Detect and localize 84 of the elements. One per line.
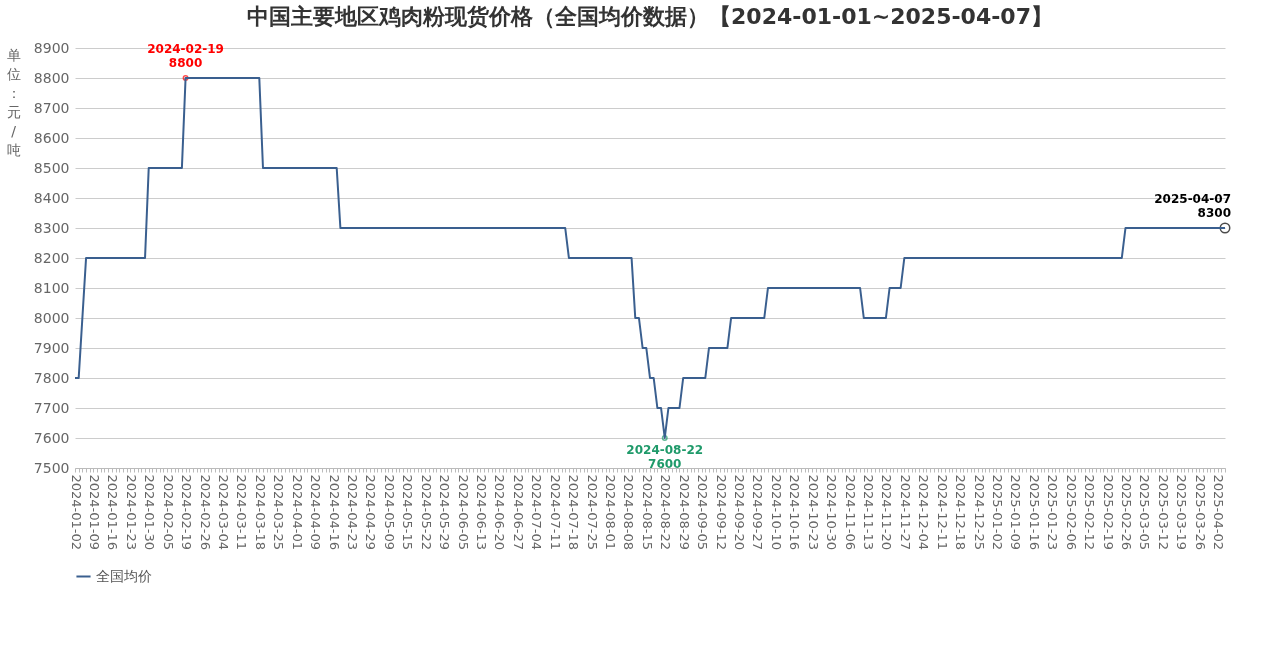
- x-tick-label: 2025-01-16: [1026, 474, 1042, 551]
- x-tick-label: 2025-01-09: [1008, 474, 1024, 551]
- x-tick-label: 2024-04-29: [363, 474, 379, 551]
- x-tick-label: 2024-04-16: [326, 474, 342, 551]
- annotation: 2025-04-07 8300: [1154, 192, 1231, 220]
- x-tick-label: 2024-08-08: [621, 474, 637, 551]
- y-tick-label: 8000: [33, 309, 70, 326]
- x-tick-label: 2024-05-15: [400, 474, 416, 551]
- x-tick-label: 2024-01-30: [142, 474, 158, 551]
- x-tick-label: 2024-11-27: [897, 474, 913, 551]
- x-tick-label: 2024-02-26: [197, 474, 213, 551]
- x-tick-label: 2024-07-11: [547, 474, 563, 551]
- x-tick-label: 2024-09-27: [750, 474, 766, 551]
- x-tick-label: 2024-07-04: [529, 474, 545, 551]
- y-tick-label: 7700: [33, 399, 70, 416]
- x-tick-label: 2024-08-29: [676, 474, 692, 551]
- x-tick-label: 2024-06-20: [492, 474, 508, 551]
- y-tick-label: 8600: [33, 129, 70, 146]
- y-tick-label: 8200: [33, 249, 70, 266]
- x-tick-label: 2025-03-26: [1192, 474, 1208, 551]
- y-tick-label: 7800: [33, 369, 70, 386]
- x-tick-label: 2024-10-16: [787, 474, 803, 551]
- x-tick-label: 2024-07-18: [566, 474, 582, 551]
- y-axis-title: 单位：元/吨: [6, 46, 21, 158]
- x-tick-label: 2024-12-04: [916, 474, 932, 551]
- x-tick-label: 2024-05-22: [418, 474, 434, 551]
- y-tick-label: 8400: [33, 189, 70, 206]
- x-tick-label: 2024-09-12: [713, 474, 729, 551]
- x-tick-label: 2024-02-05: [160, 474, 176, 551]
- x-tick-label: 2025-03-12: [1155, 474, 1171, 551]
- y-tick-label: 7900: [33, 339, 70, 356]
- x-tick-label: 2024-05-09: [381, 474, 397, 551]
- y-tick-label: 8300: [33, 219, 70, 236]
- y-tick-label: 8500: [33, 159, 70, 176]
- x-tick-label: 2025-02-26: [1118, 474, 1134, 551]
- x-tick-label: 2025-01-23: [1045, 474, 1061, 551]
- x-tick-label: 2024-03-11: [234, 474, 250, 551]
- x-tick-label: 2024-09-05: [695, 474, 711, 551]
- x-tick-label: 2024-10-30: [824, 474, 840, 551]
- x-tick-label: 2024-12-18: [953, 474, 969, 551]
- x-tick-label: 2024-06-13: [473, 474, 489, 551]
- x-tick-label: 2025-01-02: [989, 474, 1005, 551]
- x-tick-label: 2024-06-27: [510, 474, 526, 551]
- x-tick-label: 2024-11-13: [860, 474, 876, 551]
- x-tick-label: 2024-08-22: [658, 474, 674, 551]
- y-tick-label: 8700: [33, 99, 70, 116]
- x-tick-label: 2025-02-12: [1082, 474, 1098, 551]
- x-tick-label: 2024-10-23: [805, 474, 821, 551]
- x-tick-label: 2024-08-01: [602, 474, 618, 551]
- legend-label: 全国均价: [96, 567, 152, 584]
- annotation: 2024-02-19 8800: [147, 42, 224, 70]
- x-tick-label: 2024-01-23: [123, 474, 139, 551]
- x-tick-label: 2024-02-19: [179, 474, 195, 551]
- x-tick-label: 2024-01-02: [68, 474, 84, 551]
- x-tick-label: 2024-05-29: [437, 474, 453, 551]
- x-tick-label: 2024-06-05: [455, 474, 471, 551]
- y-tick-label: 8900: [33, 39, 70, 56]
- x-tick-label: 2024-11-20: [879, 474, 895, 551]
- x-tick-label: 2024-08-15: [639, 474, 655, 551]
- y-tick-label: 8100: [33, 279, 70, 296]
- x-tick-label: 2024-01-09: [86, 474, 102, 551]
- x-tick-label: 2025-02-06: [1063, 474, 1079, 551]
- x-tick-label: 2025-03-19: [1174, 474, 1190, 551]
- x-tick-label: 2024-01-16: [105, 474, 121, 551]
- x-tick-label: 2025-03-05: [1137, 474, 1153, 551]
- y-tick-label: 7500: [33, 459, 70, 476]
- x-tick-label: 2024-10-10: [768, 474, 784, 551]
- y-tick-label: 8800: [33, 69, 70, 86]
- x-tick-label: 2024-11-06: [842, 474, 858, 551]
- x-tick-label: 2024-03-04: [215, 474, 231, 551]
- x-tick-label: 2024-09-20: [731, 474, 747, 551]
- x-tick-label: 2024-07-25: [584, 474, 600, 551]
- x-tick-label: 2024-03-18: [252, 474, 268, 551]
- annotation: 2024-08-22 7600: [626, 443, 704, 471]
- x-tick-label: 2024-12-11: [934, 474, 950, 551]
- y-tick-label: 7600: [33, 429, 70, 446]
- x-tick-label: 2024-03-25: [271, 474, 287, 551]
- chart-title: 中国主要地区鸡肉粉现货价格（全国均价数据）【2024-01-01~2025-04-07】: [247, 4, 1053, 29]
- x-tick-label: 2024-04-09: [308, 474, 324, 551]
- x-tick-label: 2024-12-25: [971, 474, 987, 551]
- x-tick-label: 2025-02-19: [1100, 474, 1116, 551]
- x-tick-label: 2025-04-02: [1211, 474, 1227, 551]
- x-tick-label: 2024-04-01: [289, 474, 305, 551]
- x-tick-label: 2024-04-23: [344, 474, 360, 551]
